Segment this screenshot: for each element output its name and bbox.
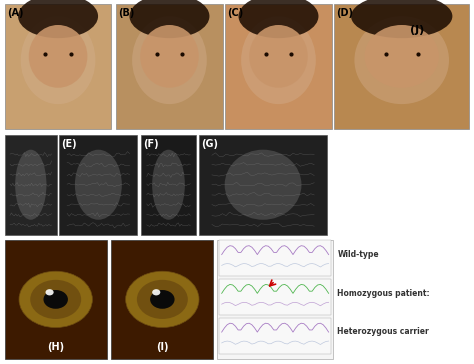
Ellipse shape <box>365 25 439 88</box>
Text: (C): (C) <box>228 8 244 18</box>
Circle shape <box>150 290 174 309</box>
Text: Heterozygous carrier: Heterozygous carrier <box>337 327 429 336</box>
Circle shape <box>126 271 199 328</box>
Text: (F): (F) <box>144 139 159 149</box>
Text: (J): (J) <box>410 25 424 35</box>
Ellipse shape <box>21 16 95 104</box>
Text: (H): (H) <box>47 342 64 352</box>
Ellipse shape <box>15 150 46 220</box>
Bar <box>217 240 333 359</box>
Bar <box>334 4 469 129</box>
Text: (A): (A) <box>7 8 24 18</box>
Ellipse shape <box>225 150 301 220</box>
Bar <box>5 240 107 359</box>
Bar <box>219 279 331 315</box>
Bar <box>5 4 111 129</box>
Bar <box>5 135 57 235</box>
Text: (G): (G) <box>201 139 219 149</box>
Ellipse shape <box>75 150 122 220</box>
Circle shape <box>19 271 92 328</box>
Text: (I): (I) <box>156 342 169 352</box>
Ellipse shape <box>18 0 98 38</box>
Circle shape <box>152 289 160 296</box>
Ellipse shape <box>152 150 185 220</box>
Bar <box>225 4 332 129</box>
Bar <box>141 135 196 235</box>
Ellipse shape <box>140 25 199 88</box>
Text: Wild-type: Wild-type <box>337 250 379 259</box>
Bar <box>219 240 331 276</box>
Text: (B): (B) <box>118 8 135 18</box>
Ellipse shape <box>129 0 210 38</box>
Ellipse shape <box>249 25 308 88</box>
Ellipse shape <box>132 16 207 104</box>
Bar <box>59 135 137 235</box>
Circle shape <box>30 280 81 319</box>
Bar <box>111 240 213 359</box>
Ellipse shape <box>29 25 87 88</box>
Bar <box>219 318 331 353</box>
Ellipse shape <box>238 0 319 38</box>
Circle shape <box>46 289 54 296</box>
Text: (E): (E) <box>62 139 77 149</box>
Circle shape <box>137 280 188 319</box>
Text: Homozygous patient:: Homozygous patient: <box>337 289 430 297</box>
Bar <box>116 4 223 129</box>
Ellipse shape <box>241 16 316 104</box>
Bar <box>199 135 327 235</box>
Ellipse shape <box>351 0 452 38</box>
Circle shape <box>44 290 68 309</box>
Text: (D): (D) <box>337 8 354 18</box>
Ellipse shape <box>355 16 449 104</box>
